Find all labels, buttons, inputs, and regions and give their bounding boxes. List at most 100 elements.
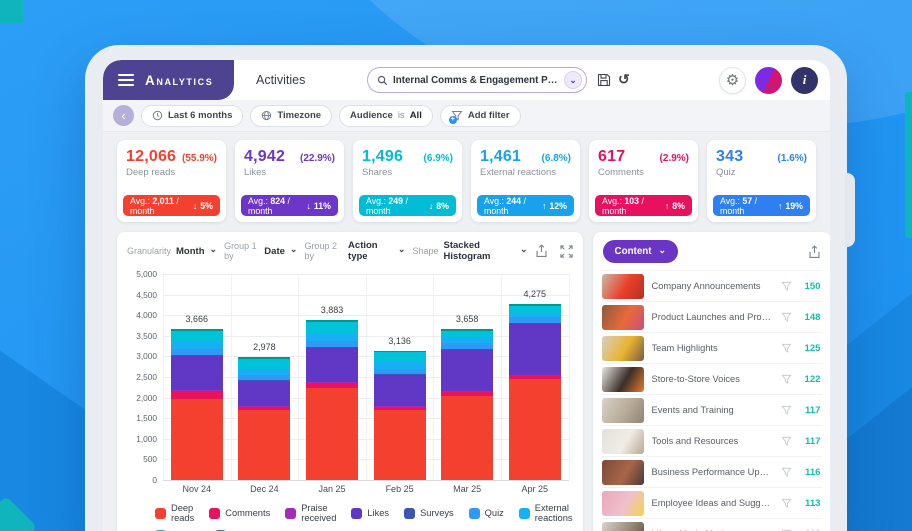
kpi-share: (2.9%): [659, 153, 689, 164]
list-item-team-highlights[interactable]: Team Highlights 125: [601, 332, 822, 363]
list-item-count: 122: [804, 373, 821, 385]
thumbnail-image: [601, 459, 644, 485]
kpi-card-quiz: 343 (1.6%) Quiz Avg.: 57 / month ↑ 19%: [707, 140, 816, 222]
control-value: Stacked Histogram: [443, 240, 491, 262]
list-item-events-and-training[interactable]: Events and Training 117: [601, 394, 822, 425]
export-icon[interactable]: [535, 244, 548, 258]
legend-item-comments[interactable]: Comments: [209, 503, 270, 523]
bar-total-label: 2,978: [253, 342, 276, 353]
expand-icon[interactable]: [559, 244, 573, 258]
gridline-vertical: [298, 274, 300, 480]
bar-segment-comments: [441, 392, 494, 396]
chart-control-group-1-by[interactable]: Group 1 by Date ⌄: [224, 241, 297, 261]
bar-group-dec-24[interactable]: 2,978: [231, 274, 299, 480]
menu-icon[interactable]: [118, 71, 134, 90]
stacked-bar[interactable]: [305, 320, 358, 480]
bar-segment-surveys: [373, 374, 426, 376]
stacked-bar[interactable]: [238, 357, 291, 480]
legend-item-deep-reads[interactable]: Deep reads: [155, 503, 194, 523]
add-filter-button[interactable]: + Add filter: [439, 104, 521, 127]
bar-group-mar-25[interactable]: 3,658: [433, 274, 501, 480]
funnel-filter-icon[interactable]: [780, 436, 792, 447]
kpi-delta-value: 11%: [313, 200, 331, 211]
content-row: Granularity Month ⌄ Group 1 by Date ⌄ Group 2 …: [117, 232, 830, 531]
kpi-row: 12,066 (55.9%) Deep reads Avg.: 2,011 / mon…: [117, 140, 816, 222]
bar-segment-user-content: [305, 320, 358, 322]
report-selector[interactable]: Internal Comms & Engagement Performance …: [367, 67, 587, 93]
legend-label: Likes: [367, 508, 390, 518]
filter-time-range[interactable]: Last 6 months: [141, 104, 244, 127]
back-button[interactable]: ‹: [113, 105, 134, 126]
chart-control-group-2-by[interactable]: Group 2 by Action type ⌄: [304, 240, 405, 262]
y-axis-tick: 3,500: [136, 330, 157, 341]
filter-audience[interactable]: Audience is All: [339, 104, 433, 127]
kpi-card-external-reactions: 1,461 (6.8%) External reactions Avg.: 244 /…: [471, 140, 580, 222]
save-icon[interactable]: [597, 73, 611, 87]
chevron-down-icon[interactable]: ⌄: [564, 71, 582, 89]
legend-item-likes[interactable]: Likes: [351, 503, 389, 523]
funnel-filter-icon[interactable]: [780, 498, 792, 509]
list-item-store-to-store-voices[interactable]: Store-to-Store Voices 122: [601, 363, 822, 394]
funnel-filter-icon[interactable]: [780, 343, 792, 354]
y-axis-tick: 500: [143, 454, 157, 465]
legend-swatch: [155, 507, 166, 519]
legend-swatch: [404, 507, 416, 519]
export-icon[interactable]: [808, 244, 821, 259]
list-item-life-at-mode-market[interactable]: Life at Mode Market112: [601, 518, 822, 531]
list-item-employee-ideas-and-suggestions[interactable]: Employee Ideas and Suggestions 113: [601, 487, 822, 518]
bar-segment-deep-reads: [441, 395, 494, 480]
legend-item-quiz[interactable]: Quiz: [468, 503, 504, 523]
bar-group-apr-25[interactable]: 4,275: [501, 274, 569, 480]
y-axis-tick: 4,500: [136, 289, 157, 300]
stacked-bar[interactable]: [373, 350, 426, 480]
kpi-label: Shares: [362, 167, 393, 178]
bar-group-nov-24[interactable]: 3,666: [163, 274, 231, 480]
list-item-product-launches-and-promot[interactable]: Product Launches and Promot... 148: [601, 301, 822, 332]
bar-group-jan-25[interactable]: 3,883: [298, 274, 366, 480]
undo-icon[interactable]: ↺: [618, 71, 630, 87]
y-axis-tick: 3,000: [136, 351, 157, 362]
content-list: Company Announcements 150 Product Launches…: [601, 270, 822, 531]
avatar[interactable]: [755, 66, 782, 94]
chevron-down-icon: ⌄: [289, 244, 298, 254]
back-icon: ‹: [121, 108, 126, 123]
control-label: Shape: [412, 246, 439, 256]
funnel-filter-icon[interactable]: [780, 529, 792, 531]
list-item-title: Tools and Resources: [651, 436, 739, 446]
list-item-tools-and-resources[interactable]: Tools and Resources 117: [601, 425, 822, 456]
list-item-count: 116: [805, 466, 821, 478]
settings-button[interactable]: ⚙: [719, 66, 746, 94]
legend-item-surveys[interactable]: Surveys: [404, 503, 454, 523]
gridline-vertical: [230, 274, 232, 480]
list-item-company-announcements[interactable]: Company Announcements 150: [601, 270, 822, 301]
legend-item-external-reactions[interactable]: External reactions: [518, 503, 573, 523]
funnel-filter-icon[interactable]: [780, 374, 792, 385]
list-item-count: 117: [805, 404, 821, 416]
funnel-filter-icon[interactable]: [780, 281, 792, 292]
legend-swatch: [351, 507, 363, 519]
tablet-frame: Analytics Activities Internal Comms & En…: [85, 45, 855, 531]
info-button[interactable]: i: [791, 66, 818, 94]
filter-timezone[interactable]: Timezone: [250, 104, 333, 127]
kpi-average-badge: Avg.: 2,011 / month ↓ 5%: [123, 195, 220, 216]
bar-segment-quiz: [170, 348, 223, 356]
bar-group-feb-25[interactable]: 3,136: [366, 274, 434, 480]
legend-item-praise-received[interactable]: Praise received: [285, 503, 336, 523]
content-selector[interactable]: Content ⌄: [602, 240, 679, 263]
kpi-share: (1.6%): [777, 153, 807, 164]
list-item-business-performance-updates[interactable]: Business Performance Updates 116: [601, 456, 822, 487]
stacked-bar[interactable]: [508, 303, 561, 480]
funnel-filter-icon[interactable]: [780, 312, 792, 323]
kpi-value: 1,496: [362, 148, 404, 165]
chart-control-shape[interactable]: Shape Stacked Histogram ⌄: [412, 240, 527, 262]
thumbnail-image: [601, 335, 644, 361]
list-item-title: Store-to-Store Voices: [651, 374, 740, 384]
tab-activities[interactable]: Activities: [256, 73, 306, 87]
x-axis-label: Mar 25: [453, 484, 482, 494]
funnel-filter-icon[interactable]: [780, 405, 792, 416]
funnel-filter-icon[interactable]: [780, 467, 792, 478]
stacked-bar[interactable]: [441, 329, 494, 480]
chart-control-granularity[interactable]: Granularity Month ⌄: [127, 244, 217, 257]
y-axis-tick: 1,500: [136, 413, 157, 424]
stacked-bar[interactable]: [170, 329, 223, 480]
